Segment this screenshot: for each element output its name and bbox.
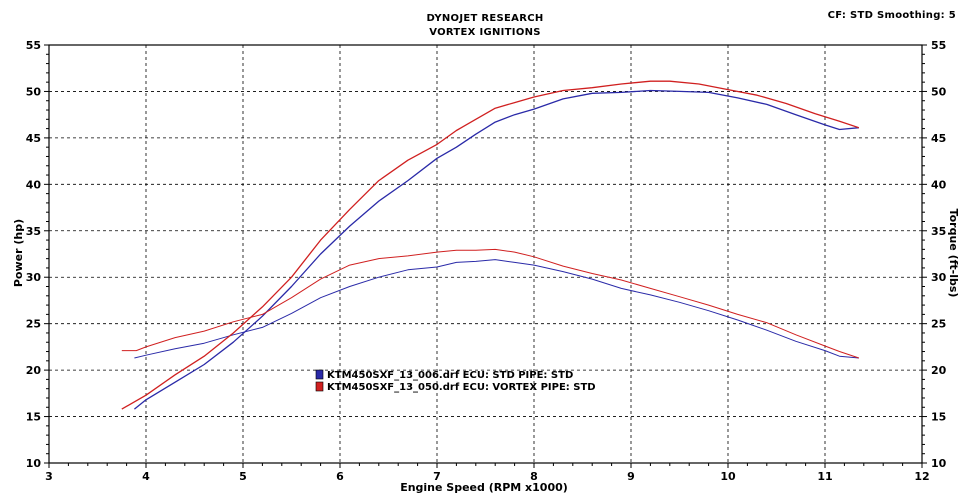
y-right-tick-label: 50 [931,85,947,98]
y-right-tick-label: 35 [931,225,946,238]
x-tick-label: 11 [817,470,832,483]
y-right-tick-label: 25 [931,318,946,331]
series-line-power-2 [121,80,860,410]
chart-subtitle: VORTEX IGNITIONS [429,27,541,38]
legend: KTM450SXF_13_006.drf ECU: STD PIPE: STDK… [315,369,596,393]
x-tick-label: 7 [433,470,441,483]
x-tick-label: 5 [239,470,247,483]
legend-label: KTM450SXF_13_006.drf ECU: STD PIPE: STD [327,370,573,381]
y-left-tick-label: 20 [26,364,42,377]
series-line-torque-3 [121,248,860,359]
y-axis-label-right: Torque (ft-lbs) [947,209,960,298]
y-left-tick-label: 25 [26,318,41,331]
y-right-tick-label: 10 [931,457,947,470]
y-left-tick-label: 50 [26,85,42,98]
y-left-tick-label: 30 [26,271,42,284]
plot-frame [48,44,923,464]
y-right-tick-label: 30 [931,271,947,284]
y-right-tick-label: 20 [931,364,947,377]
x-tick-label: 12 [914,470,929,483]
chart-title: DYNOJET RESEARCH [426,13,544,24]
y-right-tick-label: 55 [931,39,946,52]
x-tick-label: 3 [45,470,53,483]
y-axis-label-left: Power (hp) [12,219,25,287]
legend-swatch [315,369,324,380]
y-left-tick-label: 45 [26,132,41,145]
y-left-tick-label: 10 [26,457,42,470]
x-tick-label: 6 [336,470,344,483]
grid-layer [49,45,922,463]
series-line-power-0 [133,89,859,410]
series-layer [121,80,860,410]
y-left-tick-label: 15 [26,411,41,424]
x-tick-label: 8 [530,470,538,483]
legend-swatch [315,381,324,392]
x-tick-label: 10 [720,470,736,483]
y-right-tick-label: 15 [931,411,946,424]
correction-factor-info: CF: STD Smoothing: 5 [827,10,956,21]
x-tick-label: 4 [142,470,150,483]
x-tick-label: 9 [627,470,635,483]
y-right-tick-label: 40 [931,178,947,191]
series-line-torque-1 [134,259,859,359]
x-axis-label: Engine Speed (RPM x1000) [400,481,568,494]
y-left-tick-label: 35 [26,225,41,238]
y-right-tick-label: 45 [931,132,946,145]
legend-label: KTM450SXF_13_050.drf ECU: VORTEX PIPE: S… [327,382,596,393]
y-left-tick-label: 40 [26,178,42,191]
y-left-tick-label: 55 [26,39,41,52]
